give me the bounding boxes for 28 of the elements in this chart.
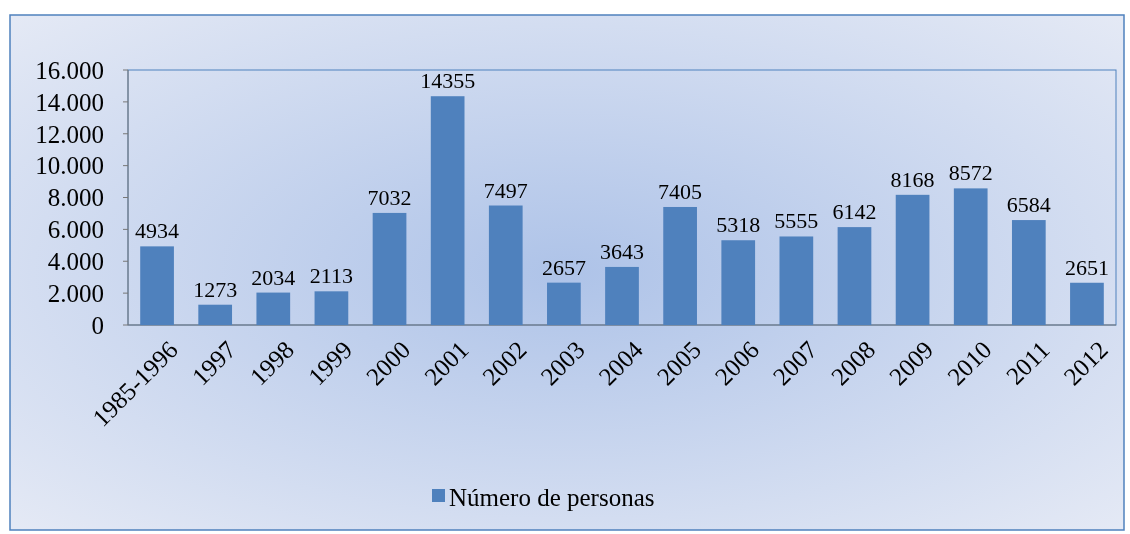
data-label: 4934 <box>135 218 180 244</box>
data-label: 14355 <box>420 68 476 94</box>
y-tick-label: 0 <box>91 311 104 339</box>
data-label: 6584 <box>1006 192 1051 218</box>
data-label: 8168 <box>890 166 935 192</box>
data-label: 2657 <box>541 254 586 280</box>
y-tick-label: 6.000 <box>47 216 104 244</box>
data-label: 2113 <box>309 263 354 289</box>
data-label: 7405 <box>658 178 703 204</box>
data-label: 3643 <box>600 238 644 264</box>
data-label: 1273 <box>193 276 238 302</box>
y-tick-label: 14.000 <box>35 88 104 116</box>
data-label: 6142 <box>832 199 877 225</box>
x-tick-label: 2011 <box>1000 335 1055 390</box>
data-label: 2034 <box>251 264 296 290</box>
y-tick-label: 8.000 <box>47 184 104 212</box>
y-tick-label: 16.000 <box>35 56 104 84</box>
legend-label: Número de personas <box>449 483 655 511</box>
y-tick-label: 4.000 <box>47 248 104 275</box>
data-label: 8572 <box>948 160 993 186</box>
data-label: 7032 <box>367 184 412 210</box>
data-label: 2651 <box>1064 254 1109 280</box>
y-tick-label: 12.000 <box>35 120 104 148</box>
data-label: 5318 <box>716 212 761 238</box>
y-tick-label: 2.000 <box>47 279 104 307</box>
data-label: 7497 <box>483 177 528 203</box>
y-tick-label: 10.000 <box>35 152 104 180</box>
data-label: 5555 <box>774 208 819 234</box>
